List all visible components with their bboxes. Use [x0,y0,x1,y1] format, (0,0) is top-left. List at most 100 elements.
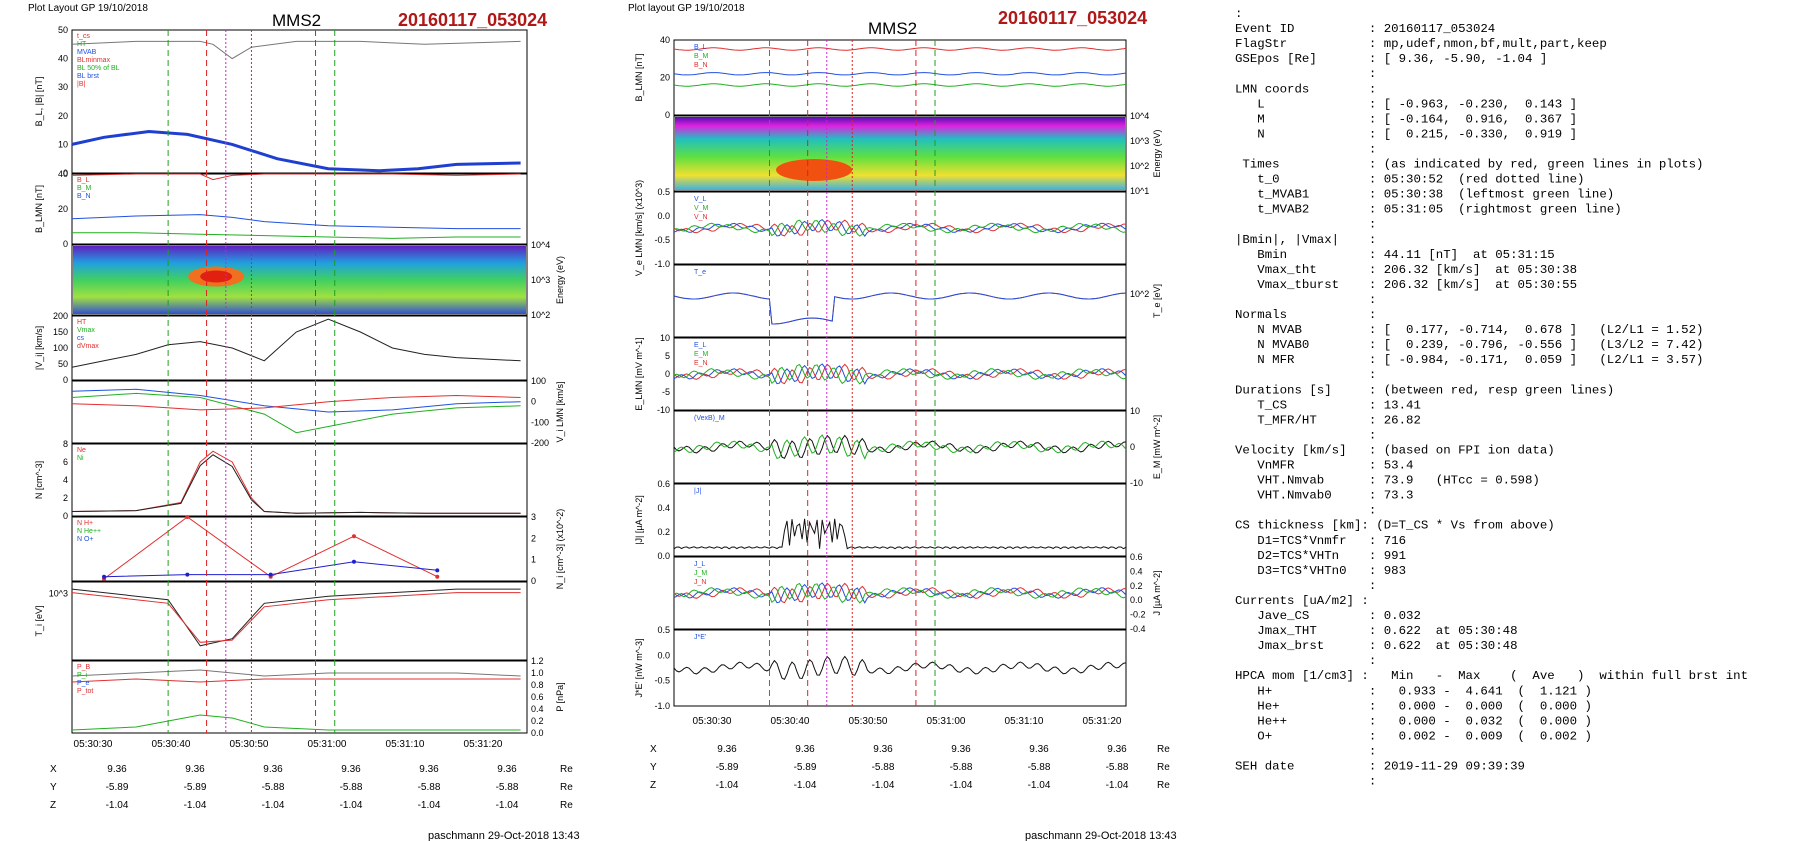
legend-entry: B_M [77,185,92,192]
right-panel-J: 0.0 0.2 0.4 0.6 |J| [µA m^-2] |J| [634,479,1127,561]
info-line: t_MVAB1 : 05:30:38 (leftmost green line) [1235,188,1614,202]
y-tick-label: 10^3 [49,589,68,599]
y-axis-label: J*E' [nW m^-3] [634,639,644,698]
panel-frame [673,629,1127,707]
pos-value: -1.04 [184,800,207,811]
series-p-b [71,678,521,683]
data-point [351,559,356,564]
pos-value: -1.04 [716,780,739,791]
y-tick-label: 1.0 [531,668,544,678]
info-line: N : [ 0.215, -0.330, 0.919 ] [1235,127,1577,141]
right-panel-E: -10 -5 0 5 10 E_LMN [mV m^-1] E_L E_M E_N [634,333,1127,415]
info-line: : [1235,67,1376,81]
y-tick-label: 150 [53,327,68,337]
series-p-i [71,714,521,731]
pos-value: -5.88 [872,762,895,773]
y-tick-label: 20 [58,204,68,214]
legend-entry: N He++ [77,528,101,535]
info-line: D1=TCS*Vnmfr : 716 [1235,534,1406,548]
info-line: Durations [s] : (between red, resp green… [1235,383,1614,397]
x-tick-label: 05:30:40 [152,739,191,750]
y-tick-label: 0 [63,375,68,385]
legend-entry: J*E' [694,634,706,641]
series-blmn-2 [673,83,1127,87]
y-axis-label: T_i [eV] [34,605,44,636]
series-b-m [71,214,521,230]
legend-entry: V_L [694,196,707,203]
info-line: GSEpos [Re] : [ 9.36, -5.90, -1.04 ] [1235,52,1547,66]
right-panel-JLMN: -0.4 -0.2 0.0 0.2 0.4 0.6 J [µA m^-2] J_L J_M J_N [673,552,1162,634]
info-line: LMN coords : [1235,82,1376,96]
y-tick-label: -100 [531,417,549,427]
y-tick-label: 20 [58,111,68,121]
series--vi- [71,318,521,368]
right-spacecraft-title: MMS2 [868,19,917,38]
info-line: D2=TCS*VHTn : 991 [1235,549,1406,563]
panel-frame [71,173,528,245]
y-tick-label: 1 [531,555,536,565]
info-line: VHT.Nmvab0 : 73.3 [1235,489,1413,503]
info-line: D3=TCS*VHTn0 : 983 [1235,564,1406,578]
y-tick-label: -10 [1130,478,1143,488]
y-tick-label: 2 [531,533,536,543]
y-tick-label: 0.4 [657,503,670,513]
y-tick-label: -10 [657,405,670,415]
pos-value: -1.04 [1028,780,1051,791]
series-e-2 [673,363,1127,385]
panel-frame [673,115,1127,192]
right-footer: paschmann 29-Oct-2018 13:43 [1025,830,1177,841]
pos-value: -1.04 [950,780,973,791]
legend-entry: |B| [77,81,85,88]
left-event-title: 20160117_053024 [398,10,547,30]
info-line: : [1235,7,1242,21]
y-tick-label: 10^3 [531,275,550,285]
data-point [185,572,190,577]
info-line: Vmax_tht : 206.32 [km/s] at 05:30:38 [1235,263,1577,277]
left-header-small: Plot Layout GP 19/10/2018 [28,3,148,14]
legend-entry: BLminmax [77,57,111,64]
legend-entry: t_cs [77,33,90,40]
pos-value: -5.88 [1106,762,1129,773]
right-header-small: Plot layout GP 19/10/2018 [628,3,745,14]
y-axis-label: T_e [eV] [1152,284,1162,318]
legend-entry: J_L [694,561,705,568]
info-line: Times : (as indicated by red, green line… [1235,158,1703,172]
info-line: CS thickness [km]: (D=T_CS * Vs from abo… [1235,519,1555,533]
panel-frame [673,410,1127,484]
y-tick-label: -1.0 [654,259,670,269]
info-line: : [1235,775,1376,789]
series-ve-2 [673,219,1127,237]
pos-row-label: Y [50,782,57,793]
y-tick-label: 0.0 [657,211,670,221]
pos-value: 9.36 [717,744,737,755]
series-tpar [71,588,521,647]
data-point [351,534,356,539]
legend-entry: E_N [694,360,708,367]
x-tick-label: 05:31:10 [386,739,425,750]
data-point [435,568,440,573]
y-axis-label: |V_i| [km/s] [34,326,44,370]
y-tick-label: -1.0 [654,701,670,711]
right-panel-Te: 10^2 T_e [eV] T_e [673,264,1162,338]
pos-value: 9.36 [1029,744,1049,755]
y-tick-label: 4 [63,475,68,485]
legend-entry: J_N [694,579,706,586]
y-tick-label: 100 [53,343,68,353]
info-line: T_MFR/HT : 26.82 [1235,413,1421,427]
spectrogram-core [200,270,233,283]
series-em-1 [673,434,1127,460]
data-point [268,572,273,577]
legend-entry: Vmax [77,327,95,334]
y-tick-label: 50 [58,359,68,369]
pos-value: 9.36 [1107,744,1127,755]
y-tick-label: 3 [531,512,536,522]
y-tick-label: 10^2 [1130,289,1149,299]
pos-value: -1.04 [496,800,519,811]
x-tick-label: 05:31:00 [308,739,347,750]
pos-value: -5.88 [496,782,519,793]
info-line: Bmin : 44.11 [nT] at 05:31:15 [1235,248,1555,262]
y-tick-label: 20 [660,73,670,83]
legend-entry: V_N [694,214,708,221]
legend-entry: P_tot [77,688,93,695]
y-axis-label: V_e LMN [km/s] (x10^3) [634,180,644,276]
